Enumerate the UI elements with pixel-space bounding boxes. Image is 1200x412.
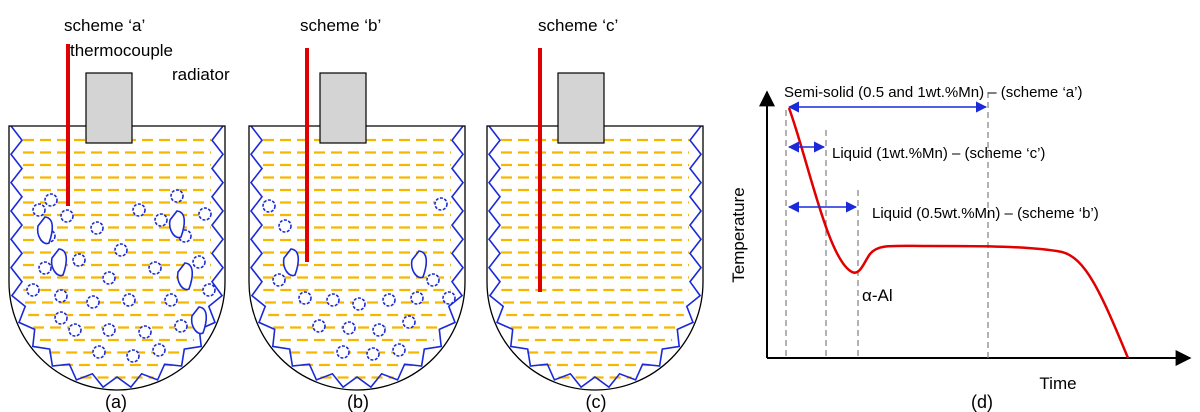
- solid-particle: [342, 321, 356, 335]
- annotation-liquid-05: Liquid (0.5wt.%Mn) – (scheme ‘b’): [872, 205, 1099, 222]
- panel-d-cooling-curve: Semi-solid (0.5 and 1wt.%Mn) – (scheme ‘…: [729, 84, 1192, 412]
- solid-particle: [102, 271, 116, 285]
- crucible-outline: [248, 125, 466, 391]
- annotation-alpha-al: α-Al: [862, 286, 893, 305]
- panel-caption-b: (b): [347, 392, 369, 412]
- panel-caption-d: (d): [971, 392, 993, 412]
- solid-particle: [164, 293, 178, 307]
- radiator: [557, 72, 605, 144]
- dendrite-particle: [50, 248, 68, 277]
- solid-particle: [366, 347, 380, 361]
- radiator: [319, 72, 367, 144]
- solid-particle: [272, 273, 286, 287]
- solid-particle: [102, 323, 116, 337]
- solid-particle: [382, 293, 396, 307]
- zigzag-wall: [249, 125, 465, 389]
- solid-particle: [174, 319, 188, 333]
- dendrite-particle: [410, 250, 428, 279]
- solid-particle: [152, 343, 166, 357]
- panel-caption-a: (a): [105, 392, 127, 412]
- panel-a: scheme ‘a’ thermocouple radiator (a): [8, 16, 230, 412]
- crucible-zigzag: [9, 125, 225, 389]
- solid-particle: [326, 293, 340, 307]
- dendrite-particle: [176, 262, 194, 291]
- radiator-label: radiator: [172, 65, 230, 84]
- solid-particle: [32, 203, 46, 217]
- crucible-zigzag: [249, 125, 465, 389]
- solid-particle: [86, 295, 100, 309]
- solid-particle: [148, 261, 162, 275]
- solid-particle: [402, 315, 416, 329]
- scheme-label-a: scheme ‘a’: [64, 16, 145, 35]
- solid-particle: [72, 253, 86, 267]
- solid-particle: [92, 345, 106, 359]
- dendrite-particle: [282, 248, 300, 277]
- solid-particle: [90, 221, 104, 235]
- solid-particle: [126, 349, 140, 363]
- dendrite-particle: [168, 210, 186, 239]
- zigzag-wall: [487, 125, 703, 389]
- solid-particle: [54, 311, 68, 325]
- radiator: [85, 72, 133, 144]
- solid-particle: [352, 297, 366, 311]
- solid-particle: [202, 283, 216, 297]
- solid-particle: [38, 261, 52, 275]
- solid-particle: [312, 319, 326, 333]
- crucible-outline: [8, 125, 226, 391]
- melt-lines: [501, 138, 689, 379]
- solid-particle: [170, 189, 184, 203]
- solid-particle: [132, 203, 146, 217]
- solid-particles: [262, 197, 456, 361]
- panel-c: scheme ‘c’ (c): [486, 16, 704, 412]
- dendrite-particle: [36, 216, 54, 245]
- solid-particles: [26, 189, 216, 363]
- scheme-label-c: scheme ‘c’: [538, 16, 618, 35]
- solid-particle: [114, 243, 128, 257]
- solid-particle: [442, 291, 456, 305]
- dendrite-particle: [190, 306, 208, 335]
- solid-particle: [410, 291, 424, 305]
- panel-caption-c: (c): [586, 392, 607, 412]
- solid-particle: [138, 325, 152, 339]
- crucible-outline: [486, 125, 704, 391]
- thermocouple-label: thermocouple: [70, 41, 173, 60]
- y-axis-label: Temperature: [729, 187, 748, 282]
- solid-particle: [122, 293, 136, 307]
- solid-particle: [60, 209, 74, 223]
- solid-particle: [154, 213, 168, 227]
- solid-particle: [434, 197, 448, 211]
- solid-particle: [198, 207, 212, 221]
- solid-particle: [298, 291, 312, 305]
- solid-particle: [262, 199, 276, 213]
- solid-particle: [336, 345, 350, 359]
- crucible-zigzag: [487, 125, 703, 389]
- solid-particle: [68, 323, 82, 337]
- solid-particle: [372, 323, 386, 337]
- panel-b: scheme ‘b’ (b): [248, 16, 466, 412]
- solid-particle: [26, 283, 40, 297]
- annotation-semi-solid: Semi-solid (0.5 and 1wt.%Mn) – (scheme ‘…: [784, 84, 1082, 101]
- x-axis-label: Time: [1039, 374, 1076, 393]
- solid-particle: [192, 255, 206, 269]
- solid-particle: [426, 273, 440, 287]
- zigzag-wall: [9, 125, 225, 389]
- cooling-curve: [787, 107, 1130, 359]
- solid-particle: [278, 219, 292, 233]
- scheme-label-b: scheme ‘b’: [300, 16, 381, 35]
- solid-particle: [392, 343, 406, 357]
- solid-particle: [54, 289, 68, 303]
- solid-particle: [44, 193, 58, 207]
- annotation-liquid-1: Liquid (1wt.%Mn) – (scheme ‘c’): [832, 145, 1045, 162]
